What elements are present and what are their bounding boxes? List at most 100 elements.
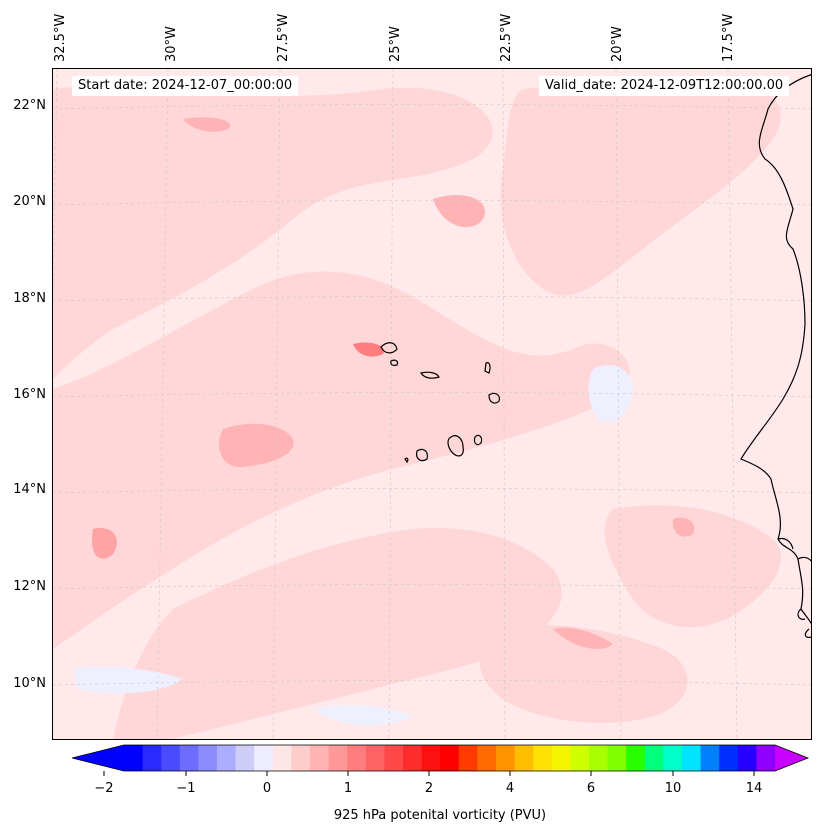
colorbar-swatch — [142, 745, 162, 771]
coastline — [797, 556, 811, 562]
colorbar-swatch — [217, 745, 237, 771]
colorbar-tick-label: 4 — [505, 781, 515, 796]
meridian-line — [502, 69, 506, 739]
colorbar-swatch — [756, 745, 776, 771]
colorbar-swatch — [440, 745, 460, 771]
colorbar-swatch — [644, 745, 664, 771]
lon-label-20w: 20°W — [610, 26, 625, 62]
pv-region — [53, 86, 493, 379]
colorbar-extend-low — [72, 745, 124, 771]
pv-negative-area — [313, 705, 413, 726]
colorbar-swatch — [551, 745, 571, 771]
lat-label-22n: 22°N — [13, 98, 46, 113]
colorbar-swatch — [477, 745, 497, 771]
colorbar-tick-label: 14 — [745, 781, 763, 796]
island-outline — [447, 435, 464, 457]
lon-label-22-5w: 22.5°W — [499, 13, 514, 62]
map-panel — [52, 68, 812, 740]
lat-label-18n: 18°N — [13, 291, 46, 306]
parallel-line — [53, 584, 811, 590]
colorbar-swatch — [198, 745, 218, 771]
colorbar-swatch — [700, 745, 720, 771]
cape-verde-islands — [380, 342, 500, 464]
colorbar-swatch — [607, 745, 627, 771]
colorbar-swatch — [179, 745, 199, 771]
colorbar-swatch — [737, 745, 757, 771]
colorbar-tick-label: −2 — [94, 781, 114, 796]
african-coastline — [740, 74, 811, 639]
meridian-line — [615, 69, 622, 739]
colorbar-swatch — [124, 745, 144, 771]
pv-patch — [553, 627, 613, 649]
pv-patch — [92, 528, 117, 559]
pv-patch — [672, 517, 695, 537]
coastline — [804, 628, 811, 639]
island-outline — [420, 371, 440, 379]
pv-negative-area — [588, 365, 633, 423]
colorbar-swatch — [272, 745, 292, 771]
parallel-line — [53, 488, 811, 494]
colorbar-tick-label: −1 — [176, 781, 196, 796]
island-outline — [380, 342, 398, 354]
start-date-label: Start date: 2024-12-07_00:00:00 — [72, 76, 299, 96]
colorbar-swatch — [347, 745, 367, 771]
lon-label-17-5w: 17.5°W — [721, 13, 736, 62]
colorbar-tick-label: 6 — [586, 781, 596, 796]
parallel-line — [53, 200, 811, 206]
meridian-line — [388, 69, 394, 739]
meridian-line — [156, 69, 169, 739]
colorbar-swatch — [663, 745, 683, 771]
pv-region — [113, 528, 562, 739]
colorbar-swatch — [254, 745, 274, 771]
colorbar-swatch — [365, 745, 385, 771]
colorbar-swatch — [403, 745, 423, 771]
colorbar-swatch — [682, 745, 702, 771]
lon-label-32-5w: 32.5°W — [53, 13, 68, 62]
colorbar-swatch — [589, 745, 609, 771]
lat-label-20n: 20°N — [13, 194, 46, 209]
colorbar-tick-label: 1 — [343, 781, 353, 796]
pv-region — [604, 505, 782, 628]
island-outline — [416, 448, 428, 462]
parallel-line — [53, 296, 811, 302]
colorbar-swatch — [514, 745, 534, 771]
colorbar-tick-label: 10 — [664, 781, 682, 796]
coastline — [797, 608, 806, 620]
colorbar-swatch — [719, 745, 739, 771]
graticule — [53, 69, 811, 739]
meridian-line — [727, 69, 738, 739]
colorbar-swatch — [570, 745, 590, 771]
lat-label-12n: 12°N — [13, 579, 46, 594]
valid-date-label: Valid_date: 2024-12-09T12:00:00.00 — [539, 76, 790, 96]
pv-region — [500, 86, 781, 296]
map-canvas — [53, 69, 811, 739]
colorbar-extend-high — [775, 745, 808, 771]
colorbar-outline — [71, 744, 810, 772]
colorbar-title: 925 hPa potenital vorticity (PVU) — [333, 808, 547, 823]
colorbar-swatch — [421, 745, 441, 771]
colorbar-swatch — [328, 745, 348, 771]
colorbar-swatch — [533, 745, 553, 771]
colorbar-swatch — [496, 745, 516, 771]
colorbar-swatch — [458, 745, 478, 771]
colorbar-swatch — [384, 745, 404, 771]
meridian-line — [272, 69, 281, 739]
lon-label-27-5w: 27.5°W — [276, 13, 291, 62]
coastline — [777, 537, 794, 550]
lon-label-30w: 30°W — [164, 26, 179, 62]
colorbar-swatch — [310, 745, 330, 771]
island-outline — [404, 457, 409, 464]
lat-label-16n: 16°N — [13, 387, 46, 402]
lat-label-14n: 14°N — [13, 482, 46, 497]
colorbar-swatch — [161, 745, 181, 771]
island-outline — [473, 434, 483, 446]
pv-patch — [433, 195, 485, 228]
island-outline — [488, 392, 500, 404]
pv-negative-area — [73, 667, 183, 694]
colorbar — [71, 744, 810, 776]
pv-region — [479, 625, 688, 723]
colorbar-swatch — [291, 745, 311, 771]
pv-patch — [353, 342, 384, 357]
colorbar-tick-label: 2 — [424, 781, 434, 796]
colorbar-swatch — [626, 745, 646, 771]
